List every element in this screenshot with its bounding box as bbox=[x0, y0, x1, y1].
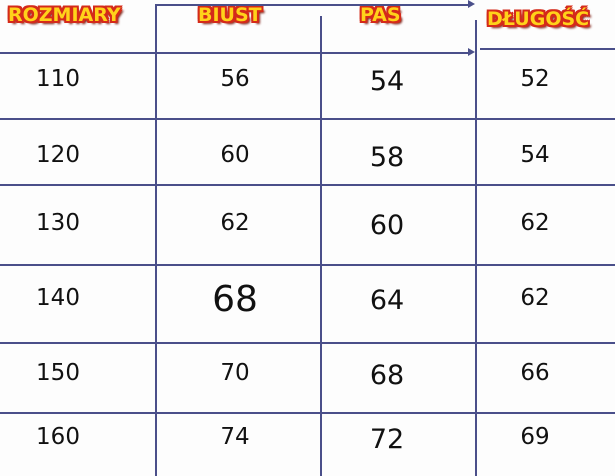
size-cell: 150 bbox=[36, 360, 80, 386]
grid-line bbox=[0, 264, 615, 266]
grid-line bbox=[0, 184, 615, 186]
measurement-cell: 62 bbox=[520, 210, 550, 236]
measurement-cell: 62 bbox=[520, 285, 550, 311]
arrow-icon bbox=[468, 48, 475, 56]
size-cell: 110 bbox=[36, 66, 80, 92]
measurement-cell: 54 bbox=[520, 142, 550, 168]
grid-line bbox=[0, 118, 615, 120]
size-cell: 140 bbox=[36, 285, 80, 311]
size-cell: 120 bbox=[36, 142, 80, 168]
grid-line bbox=[0, 342, 615, 344]
measurement-cell: 60 bbox=[220, 142, 250, 168]
size-cell: 130 bbox=[36, 210, 80, 236]
grid-line bbox=[155, 4, 157, 476]
measurement-cell: 60 bbox=[369, 210, 405, 241]
header-dlugosc: DŁUGOŚĆ bbox=[487, 8, 590, 30]
arrow-icon bbox=[468, 0, 475, 8]
measurement-cell: 68 bbox=[369, 360, 405, 391]
header-pas: PAS bbox=[360, 4, 401, 26]
grid-line bbox=[480, 48, 615, 50]
header-rozmiary: ROZMIARY bbox=[8, 4, 121, 26]
measurement-cell: 72 bbox=[369, 424, 405, 455]
measurement-cell: 69 bbox=[520, 424, 550, 450]
grid-line bbox=[0, 52, 470, 54]
measurement-cell: 66 bbox=[520, 360, 550, 386]
measurement-cell: 70 bbox=[220, 360, 250, 386]
grid-line bbox=[320, 16, 322, 476]
grid-line bbox=[0, 412, 615, 414]
measurement-cell: 62 bbox=[220, 210, 250, 236]
grid-line bbox=[475, 20, 477, 476]
measurement-cell: 54 bbox=[369, 66, 405, 97]
measurement-cell: 64 bbox=[369, 285, 405, 316]
measurement-cell: 58 bbox=[369, 142, 405, 173]
measurement-cell: 68 bbox=[212, 279, 258, 320]
measurement-cell: 74 bbox=[220, 424, 250, 450]
size-cell: 160 bbox=[36, 424, 80, 450]
measurement-cell: 52 bbox=[520, 66, 550, 92]
measurement-cell: 56 bbox=[220, 66, 250, 92]
header-biust: BIUST bbox=[198, 4, 262, 26]
grid-line bbox=[155, 4, 470, 6]
